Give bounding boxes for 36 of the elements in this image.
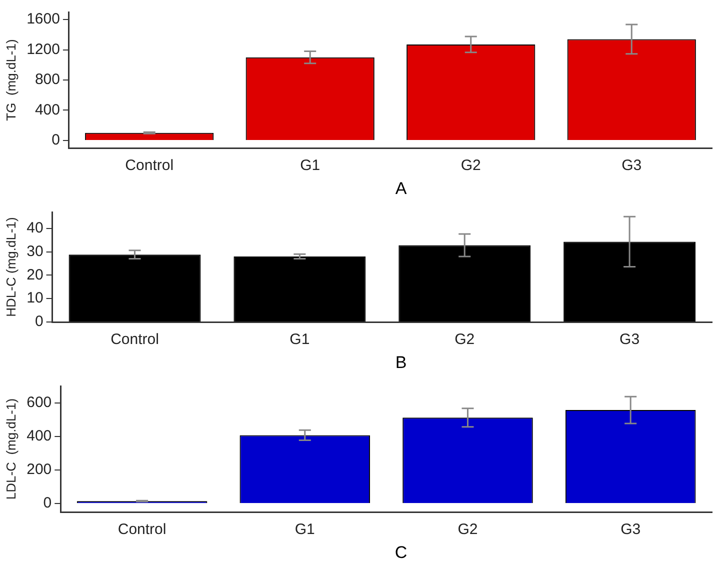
- y-tick-label: 1200: [26, 40, 60, 58]
- x-tick-label: G3: [622, 157, 642, 174]
- text: A: [394, 178, 408, 200]
- text: C: [394, 542, 408, 564]
- x-tick-label: Control: [110, 331, 159, 348]
- y-axis-title: LDL-C (mg.dL-1): [3, 398, 18, 500]
- x-tick-label: G1: [294, 521, 315, 538]
- x-tick-label: Control: [125, 157, 174, 174]
- y-tick-label: 20: [26, 266, 44, 284]
- y-tick-label: 10: [26, 290, 44, 307]
- y-tick-label: 1600: [26, 10, 60, 28]
- x-tick-label: G1: [290, 331, 310, 348]
- bar: [398, 245, 531, 322]
- y-tick-label: 40: [26, 220, 44, 237]
- bar: [564, 242, 696, 322]
- y-tick-label: 400: [34, 101, 60, 118]
- bar: [68, 254, 201, 322]
- y-tick-label: 200: [26, 461, 52, 478]
- x-tick-label: G2: [458, 521, 478, 538]
- x-tick-label: G1: [300, 157, 320, 174]
- y-axis-title: HDL-C (mg.dL-1): [3, 217, 18, 317]
- y-tick-label: 30: [26, 242, 44, 260]
- x-tick-label: G3: [620, 331, 640, 348]
- y-tick-label: 0: [34, 313, 44, 330]
- x-tick-label: Control: [118, 521, 166, 538]
- x-tick-label: G3: [620, 521, 641, 538]
- x-tick-label: G2: [460, 157, 481, 174]
- x-tick-label: G2: [454, 331, 475, 348]
- bar: [234, 256, 366, 322]
- y-tick-label: 400: [26, 428, 52, 445]
- y-tick-label: 600: [26, 394, 52, 411]
- y-tick-label: 800: [34, 71, 60, 88]
- text: B: [394, 352, 408, 374]
- y-tick-label: 0: [43, 494, 52, 512]
- y-tick-label: 0: [52, 132, 60, 149]
- y-axis-title: TG (mg.dL-1): [3, 39, 18, 121]
